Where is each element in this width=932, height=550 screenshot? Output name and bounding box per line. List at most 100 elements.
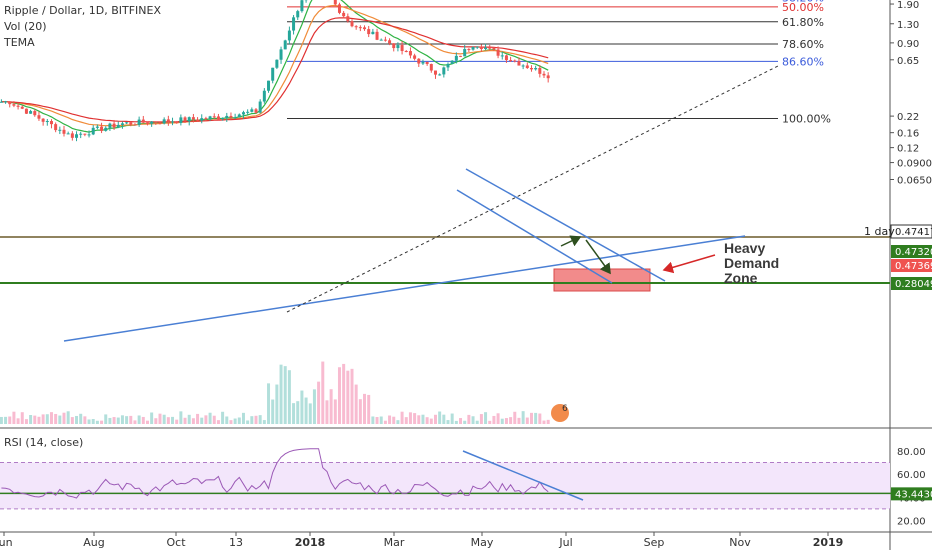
volume-bar: [438, 411, 442, 424]
volume-bar: [292, 403, 296, 424]
candle-body: [37, 115, 41, 119]
price-badge: [891, 277, 932, 290]
event-badge-icon[interactable]: [551, 404, 569, 422]
dashed-projection-line: [286, 65, 779, 313]
volume-bar: [137, 415, 141, 424]
volume-bar: [450, 413, 454, 424]
rsi-tick-label: 60.00: [897, 470, 926, 481]
candle-body: [162, 119, 166, 124]
demand-zone-annotation: Heavy Demand Zone: [724, 241, 779, 286]
moving-average-line: [1, 4, 549, 127]
candle-body: [145, 122, 149, 124]
volume-bar: [116, 417, 120, 424]
candle-body: [433, 70, 437, 75]
candle-body: [413, 55, 417, 59]
volume-bar: [54, 413, 58, 424]
candle-body: [267, 80, 271, 91]
volume-bar: [258, 415, 262, 424]
candle-body: [229, 115, 233, 118]
candle-body: [534, 68, 538, 70]
volume-bar: [108, 417, 112, 424]
candle-body: [233, 117, 237, 119]
volume-bar: [41, 414, 45, 424]
volume-bar: [404, 417, 408, 424]
volume-bar: [196, 413, 200, 424]
candle-body: [250, 109, 254, 112]
x-tick-label: May: [471, 536, 494, 549]
candle-body: [33, 111, 37, 116]
volume-bar: [467, 414, 471, 424]
volume-bar: [16, 418, 20, 424]
candle-body: [275, 59, 279, 68]
candle-body: [450, 60, 454, 64]
volume-bar: [179, 411, 183, 424]
volume-bar: [37, 416, 41, 424]
candle-body: [521, 65, 525, 67]
price-axis: 7.005.003.502.501.901.300.900.650.220.16…: [864, 0, 932, 290]
price-badge-value: 0.28049: [895, 279, 932, 290]
candle-body: [354, 26, 358, 28]
candle-body: [350, 21, 354, 27]
fib-level-label: 38.20%: [782, 0, 824, 5]
candle-body: [513, 60, 517, 62]
volume-bar: [208, 412, 212, 424]
volume-bar: [308, 403, 312, 424]
candle-body: [254, 109, 258, 113]
volume-bar: [400, 411, 404, 424]
volume-bar: [363, 393, 367, 424]
volume-bar: [183, 417, 187, 424]
candle-body: [83, 133, 87, 135]
volume-bar: [525, 417, 529, 424]
volume-bar: [304, 397, 308, 424]
candle-body: [379, 39, 383, 41]
rsi-tick-label: 80.00: [897, 447, 926, 458]
candle-body: [446, 63, 450, 68]
drop-arrow: [585, 239, 611, 275]
channel-upper-line: [465, 168, 666, 282]
candle-body: [429, 63, 433, 71]
fib-level-label: 61.80%: [782, 16, 824, 29]
candle-body: [417, 58, 421, 64]
volume-bar: [358, 399, 362, 424]
volume-bar: [129, 415, 133, 424]
rsi-value-badge: [891, 487, 932, 501]
candle-body: [367, 29, 371, 35]
volume-bar: [479, 414, 483, 424]
candle-body: [509, 60, 513, 62]
annotation-line: Zone: [724, 270, 758, 286]
candle-body: [463, 49, 467, 57]
candle-body: [358, 27, 362, 29]
candle-body: [70, 133, 74, 138]
candle-body: [24, 108, 28, 114]
x-tick-label: 2018: [295, 536, 326, 549]
candle-body: [237, 114, 241, 118]
fib-level-label: 78.60%: [782, 38, 824, 51]
volume-bar: [342, 363, 346, 424]
volume-bar: [212, 415, 216, 424]
volume-bar: [271, 399, 275, 424]
candle-body: [8, 101, 12, 105]
volume-bar: [538, 413, 542, 424]
candle-body: [116, 124, 120, 128]
candle-body: [492, 47, 496, 50]
volume-bar: [229, 420, 233, 424]
candle-body: [404, 51, 408, 53]
candle-body: [191, 117, 195, 120]
annotation-line: Heavy: [724, 240, 766, 256]
tema-label: TEMA: [4, 36, 35, 49]
plot-background: [0, 0, 890, 550]
volume-bar: [300, 390, 304, 424]
candle-body: [137, 119, 141, 125]
volume-bar: [187, 414, 191, 424]
candle-body: [496, 49, 500, 56]
x-tick-label: 2019: [813, 536, 844, 549]
candle-body: [150, 121, 154, 124]
candle-body: [100, 126, 104, 131]
rsi-band: [0, 462, 890, 509]
candle-body: [66, 133, 70, 135]
candle-body: [120, 123, 124, 125]
candle-body: [91, 127, 95, 135]
rsi-tick-label: 20.00: [897, 517, 926, 528]
